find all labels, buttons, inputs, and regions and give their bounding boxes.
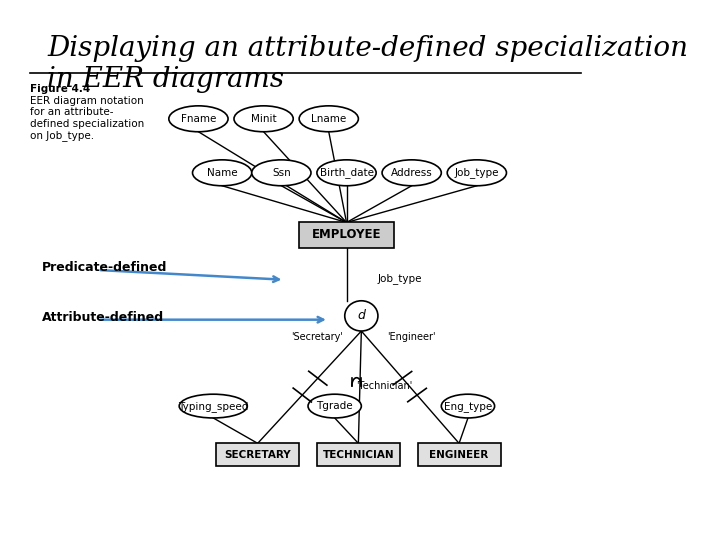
Text: Minit: Minit <box>251 114 276 124</box>
Text: TECHNICIAN: TECHNICIAN <box>323 450 394 460</box>
Text: Tgrade: Tgrade <box>316 401 353 411</box>
Text: Eng_type: Eng_type <box>444 401 492 411</box>
FancyBboxPatch shape <box>216 443 299 466</box>
Text: Name: Name <box>207 168 238 178</box>
Text: Birth_date: Birth_date <box>320 167 374 178</box>
Ellipse shape <box>234 106 293 132</box>
Ellipse shape <box>252 160 311 186</box>
Ellipse shape <box>441 394 495 418</box>
Text: 'Engineer': 'Engineer' <box>387 333 436 342</box>
Text: Typing_speed: Typing_speed <box>178 401 248 411</box>
Text: 'Technician': 'Technician' <box>356 381 412 391</box>
Text: Figure 4.4: Figure 4.4 <box>30 84 90 94</box>
Text: EMPLOYEE: EMPLOYEE <box>312 228 382 241</box>
Text: Job_type: Job_type <box>454 167 499 178</box>
Text: Ssn: Ssn <box>272 168 291 178</box>
Text: 'Secretary': 'Secretary' <box>291 333 343 342</box>
Text: Job_type: Job_type <box>378 273 423 284</box>
Text: EER diagram notation
for an attribute-
defined specialization
on Job_type.: EER diagram notation for an attribute- d… <box>30 96 144 141</box>
Text: ENGINEER: ENGINEER <box>429 450 489 460</box>
Ellipse shape <box>192 160 252 186</box>
FancyBboxPatch shape <box>299 222 394 247</box>
Ellipse shape <box>317 160 376 186</box>
Text: Address: Address <box>391 168 433 178</box>
FancyBboxPatch shape <box>317 443 400 466</box>
Ellipse shape <box>179 394 247 418</box>
Text: Displaying an attribute-defined specialization
in EER diagrams: Displaying an attribute-defined speciali… <box>48 35 688 93</box>
Text: Attribute-defined: Attribute-defined <box>42 311 163 324</box>
Text: SECRETARY: SECRETARY <box>225 450 291 460</box>
Text: Predicate-defined: Predicate-defined <box>42 261 167 274</box>
Ellipse shape <box>299 106 359 132</box>
Text: Fname: Fname <box>181 114 216 124</box>
Ellipse shape <box>308 394 361 418</box>
Ellipse shape <box>447 160 506 186</box>
Text: Lname: Lname <box>311 114 346 124</box>
Ellipse shape <box>382 160 441 186</box>
Text: d: d <box>357 309 365 322</box>
Circle shape <box>345 301 378 331</box>
Ellipse shape <box>168 106 228 132</box>
FancyBboxPatch shape <box>418 443 500 466</box>
